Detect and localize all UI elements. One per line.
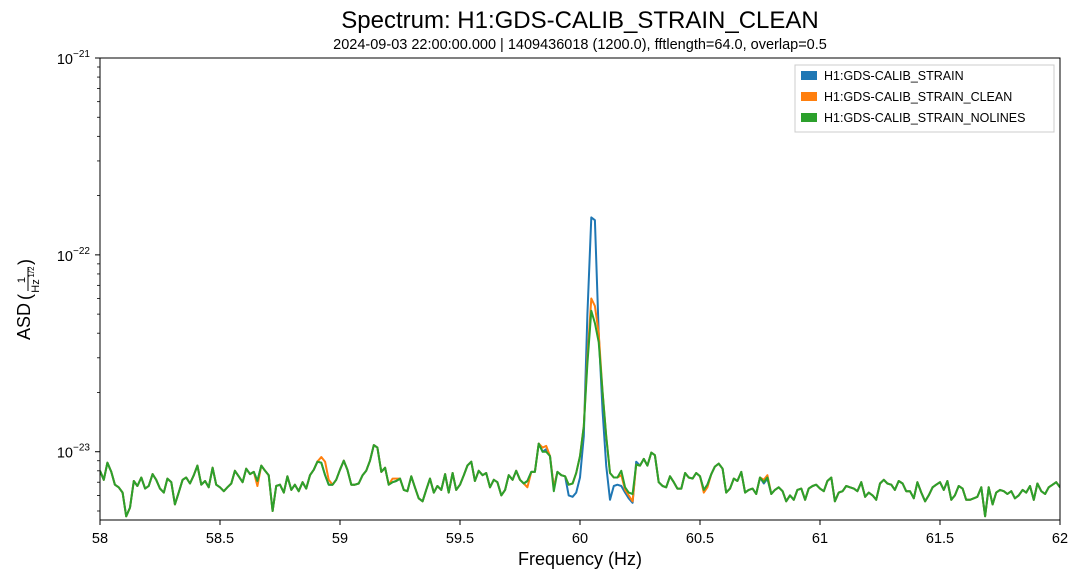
y-tick-exponent: −23 [73, 443, 90, 454]
legend-label: H1:GDS-CALIB_STRAIN [824, 69, 964, 83]
x-tick-label: 58 [92, 531, 108, 547]
y-unit-denominator: Hz [30, 279, 42, 292]
x-tick-label: 59.5 [446, 531, 474, 547]
legend-swatch [801, 113, 817, 122]
chart-subtitle: 2024-09-03 22:00:00.000 | 1409436018 (12… [333, 37, 827, 53]
x-tick-label: 59 [332, 531, 348, 547]
y-tick-label: 10 [57, 249, 73, 265]
y-tick-exponent: −22 [73, 246, 90, 257]
x-axis: 58 58.5 59 59.5 60 60.5 61 61.5 62 [92, 520, 1068, 547]
series-line-3 [100, 309, 1060, 518]
x-tick-label: 60 [572, 531, 588, 547]
chart-title: Spectrum: H1:GDS-CALIB_STRAIN_CLEAN [341, 7, 818, 34]
legend: H1:GDS-CALIB_STRAIN H1:GDS-CALIB_STRAIN_C… [794, 64, 1055, 133]
x-tick-label: 61 [812, 531, 828, 547]
series-layer [100, 216, 1060, 518]
x-tick-label: 60.5 [686, 531, 714, 547]
legend-swatch [801, 71, 817, 80]
y-unit-paren-open: ( [15, 294, 35, 300]
y-unit-paren-close: ) [15, 259, 35, 265]
x-axis-label: Frequency (Hz) [518, 549, 642, 569]
y-axis-label-group: ASD ( 1 Hz 1/2 ) [14, 259, 42, 340]
y-unit-exponent: 1/2 [27, 266, 36, 278]
x-tick-label: 58.5 [206, 531, 234, 547]
legend-label: H1:GDS-CALIB_STRAIN_NOLINES [824, 111, 1025, 125]
y-tick-exponent: −21 [73, 49, 90, 60]
x-tick-label: 62 [1052, 531, 1068, 547]
legend-box [794, 64, 1055, 133]
y-axis-label: ASD [14, 303, 34, 340]
legend-swatch [801, 92, 817, 101]
legend-label: H1:GDS-CALIB_STRAIN_CLEAN [824, 90, 1012, 104]
y-unit-numerator: 1 [16, 277, 28, 283]
y-tick-label: 10 [57, 52, 73, 68]
x-tick-label: 61.5 [926, 531, 954, 547]
y-tick-label: 10 [57, 446, 73, 462]
